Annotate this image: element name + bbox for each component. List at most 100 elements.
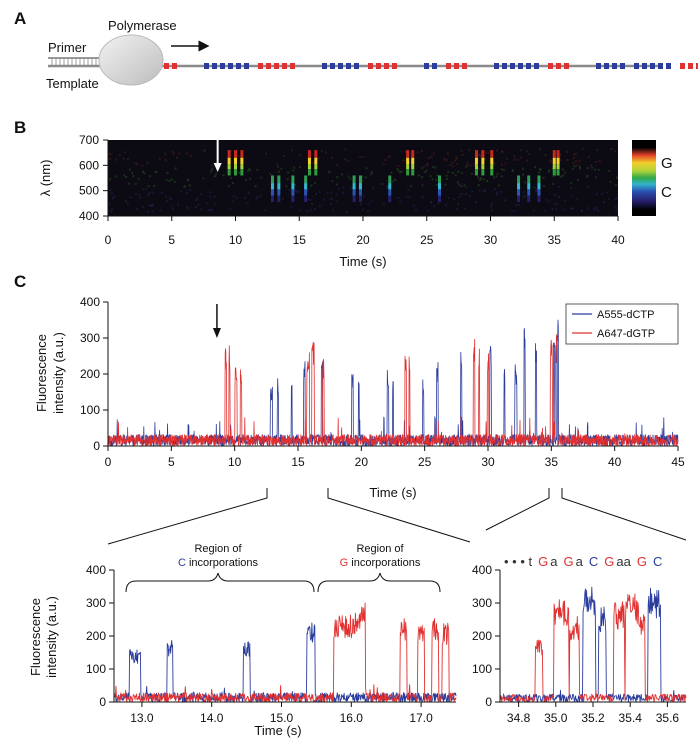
spectral-noise-4 [493,176,496,179]
spectral-noise-496 [484,190,487,193]
spectral-noise-386 [310,184,313,187]
spectral-noise-99 [146,161,149,164]
spectral-x-tick-label-8: 40 [611,233,625,247]
spectral-noise-299 [421,184,424,187]
spectral-noise-31 [421,196,424,199]
zoom-panel-right: 34.8 35.0 35.2 35.4 35.6 0 100 200 300 400 • • •… [472,554,687,725]
spectral-noise-190 [587,155,590,158]
spectral-noise-157 [264,152,267,155]
trace-x-tick-label-8: 40 [608,455,622,469]
spectral-noise-156 [555,203,558,206]
spectral-noise-133 [361,179,364,182]
spectral-noise-266 [417,174,420,177]
spectral-noise-58 [168,179,171,182]
spectral-noise-483 [553,202,556,205]
spectral-noise-327 [500,168,503,171]
spectral-noise-163 [197,203,200,206]
nucleotide-bead-18 [338,63,343,69]
spectral-noise-448 [370,173,373,176]
spectral-g-event-4-band-3 [314,169,318,176]
spectral-c-event-6-band-0 [388,175,392,184]
spectral-noise-200 [465,186,468,189]
spectral-noise-32 [570,181,573,184]
spectral-noise-201 [420,149,423,152]
spectral-noise-164 [427,209,430,212]
spectral-noise-56 [557,196,560,199]
spectral-c-event-7-band-2 [438,189,441,196]
spectral-noise-396 [465,192,468,195]
spectral-noise-108 [416,151,419,154]
spectral-g-event-2-band-3 [240,169,244,176]
spectral-noise-442 [460,149,463,152]
spectral-noise-481 [443,158,446,161]
sequence-base-3: a [576,554,584,569]
panel-a-letter: A [14,9,26,28]
panel-c-letter: C [14,272,26,291]
spectral-noise-28 [314,192,317,195]
spectral-noise-369 [564,199,567,202]
nucleotide-bead-43 [634,63,639,69]
polymerase-shape [98,34,164,86]
spectral-noise-187 [171,150,174,153]
spectral-noise-273 [615,208,618,211]
spectral-noise-265 [331,198,334,201]
spectral-noise-421 [109,189,112,192]
spectral-noise-304 [328,171,331,174]
c-region-brace [125,572,315,593]
spectral-g-event-6-band-2 [411,164,415,170]
spectral-noise-261 [313,181,316,184]
spectral-noise-323 [511,210,514,213]
spectral-noise-184 [478,153,481,156]
spectral-g-event-9-band-1 [490,157,494,165]
nucleotide-bead-36 [548,63,553,69]
trace-series-1 [107,334,679,447]
spectral-noise-209 [141,205,144,208]
zoom-right-x-tick-label-0: 34.8 [507,711,531,725]
spectral-noise-284 [455,208,458,211]
nucleotide-bead-16 [322,63,327,69]
spectral-noise-338 [535,189,538,192]
spectral-noise-1 [255,197,258,200]
spectral-noise-422 [597,168,600,171]
spectral-noise-418 [511,170,514,173]
nucleotide-bead-35 [534,63,539,69]
spectral-noise-208 [360,203,363,206]
trace-arrow-icon [212,304,221,338]
spectral-noise-352 [170,205,173,208]
spectral-noise-180 [518,204,521,207]
spectral-noise-181 [576,179,579,182]
primer-label: Primer [48,40,87,55]
spectral-g-event-4-band-2 [314,164,318,170]
spectral-g-event-5-band-2 [406,164,410,170]
spectral-noise-162 [591,166,594,169]
spectral-noise-403 [477,167,480,170]
spectral-x-tick-label-1: 5 [168,233,175,247]
spectral-noise-456 [451,171,454,174]
spectral-noise-193 [347,175,350,178]
spectral-noise-372 [460,172,463,175]
spectral-noise-411 [370,171,373,174]
spectral-noise-44 [616,196,619,199]
spectral-noise-429 [187,179,190,182]
spectral-noise-15 [297,189,300,192]
nucleotide-bead-26 [432,63,437,69]
spectral-c-event-3-band-1 [304,183,308,190]
spectral-noise-330 [423,165,426,168]
spectral-noise-50 [496,193,499,196]
spectral-noise-454 [112,197,115,200]
spectral-noise-213 [108,158,111,161]
c-region-base: C [178,557,186,569]
spectral-noise-490 [335,163,338,166]
g-region-rest: incorporations [348,557,421,569]
spectral-noise-413 [452,165,455,168]
spectral-noise-194 [180,190,183,193]
spectral-c-event-8-band-3 [517,195,521,203]
spectral-noise-221 [493,163,496,166]
spectral-noise-35 [365,167,368,170]
spectral-noise-307 [608,169,611,172]
trace-y-axis-label-line2: intensity (a.u.) [51,332,66,414]
spectral-noise-226 [551,167,554,170]
spectral-noise-252 [399,200,402,203]
spectral-noise-489 [165,179,168,182]
spectral-noise-102 [597,209,600,212]
